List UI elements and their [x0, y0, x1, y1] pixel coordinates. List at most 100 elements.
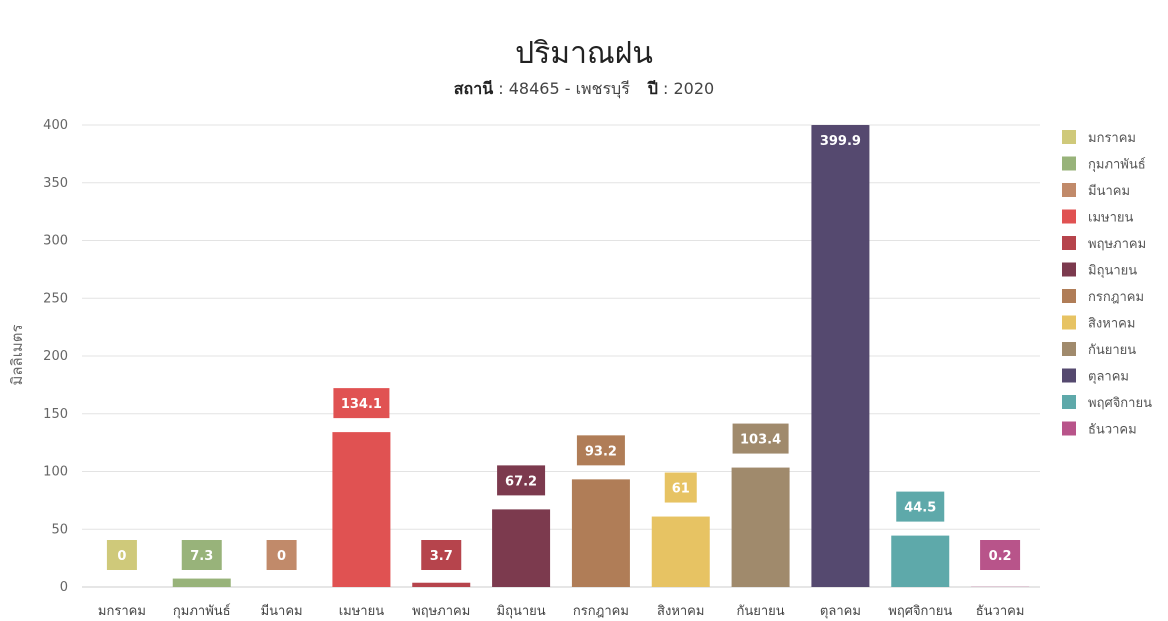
legend-label: มกราคม — [1088, 131, 1136, 146]
x-category-label: มกราคม — [98, 604, 146, 619]
legend-label: มิถุนายน — [1088, 264, 1137, 279]
data-label-box — [266, 540, 297, 570]
legend-item[interactable]: กรกฎาคม — [1062, 289, 1144, 305]
x-category-label: เมษายน — [339, 604, 384, 619]
data-label-text: 44.5 — [904, 501, 936, 516]
legend-item[interactable]: ธันวาคม — [1062, 421, 1137, 438]
data-label: 3.7 — [421, 540, 462, 570]
legend-item[interactable]: ตุลาคม — [1062, 368, 1129, 385]
legend-swatch — [1062, 315, 1076, 330]
legend-swatch — [1062, 342, 1076, 356]
data-label-text: 103.4 — [740, 433, 781, 448]
data-label-box — [333, 388, 390, 419]
data-label-text: 134.1 — [341, 397, 382, 412]
x-category-label: กันยายน — [736, 604, 784, 619]
legend-label: พฤษภาคม — [1088, 237, 1146, 252]
data-label: 0.2 — [980, 540, 1021, 570]
legend-item[interactable]: เมษายน — [1062, 209, 1133, 226]
year-label: ปี — [647, 79, 658, 98]
legend-label: มีนาคม — [1088, 183, 1130, 199]
x-category-label: พฤษภาคม — [412, 604, 470, 619]
legend-label: กันยายน — [1088, 343, 1136, 358]
gridlines — [82, 124, 1040, 588]
data-label-box — [106, 540, 137, 570]
y-tick-label: 150 — [43, 407, 68, 422]
data-label: 67.2 — [497, 465, 546, 496]
legend-swatch — [1062, 183, 1076, 197]
chart-title: ปริมาณฝน — [515, 36, 653, 71]
data-label: 103.4 — [732, 423, 789, 454]
legend-label: เมษายน — [1088, 211, 1133, 226]
x-category-label: กุมภาพันธ์ — [173, 603, 231, 619]
legend-item[interactable]: มิถุนายน — [1062, 262, 1137, 279]
x-axis-categories: มกราคม กุมภาพันธ์ มีนาคม เมษายน พฤษภาคม มิถุน… — [98, 603, 1025, 619]
data-label-box — [664, 472, 697, 503]
data-label-box — [812, 125, 869, 155]
chart-subtitle: สถานี : 48465 - เพชรบุรี ปี : 2020 — [453, 79, 715, 98]
data-label-text: 0 — [117, 549, 126, 564]
data-label-text: 67.2 — [505, 474, 537, 489]
legend-swatch — [1062, 289, 1076, 303]
data-label-text: 0.2 — [989, 549, 1012, 564]
legend-swatch — [1062, 236, 1076, 250]
data-label-text: 93.2 — [585, 444, 617, 459]
data-label-box — [980, 540, 1021, 570]
x-category-label: พฤศจิกายน — [888, 604, 952, 619]
y-tick-label: 350 — [43, 176, 68, 191]
x-category-label: ธันวาคม — [976, 604, 1025, 619]
legend-item[interactable]: มีนาคม — [1062, 183, 1130, 199]
year-value: 2020 — [673, 79, 715, 98]
legend-item[interactable]: กุมภาพันธ์ — [1062, 156, 1146, 173]
legend-swatch — [1062, 130, 1076, 144]
legend-item[interactable]: กันยายน — [1062, 342, 1136, 358]
legend-swatch — [1062, 209, 1076, 224]
data-label: 44.5 — [896, 491, 945, 522]
legend-item[interactable]: มกราคม — [1062, 130, 1136, 146]
station-value: 48465 - เพชรบุรี — [508, 79, 630, 98]
legend-label: สิงหาคม — [1088, 317, 1135, 332]
data-label-text: 3.7 — [430, 549, 453, 564]
legend-item[interactable]: สิงหาคม — [1062, 315, 1135, 332]
legend-swatch — [1062, 395, 1076, 409]
data-label-box — [896, 491, 945, 522]
bar — [651, 516, 710, 587]
legend-label: กรกฎาคม — [1088, 290, 1144, 305]
x-category-label: สิงหาคม — [657, 604, 704, 619]
data-label: 0 — [266, 540, 297, 570]
bar — [332, 432, 391, 587]
y-tick-label: 50 — [51, 522, 68, 537]
bars — [172, 125, 1030, 587]
y-tick-label: 0 — [60, 580, 68, 595]
bar — [492, 509, 551, 587]
bar — [172, 578, 231, 587]
data-label: 399.9 — [812, 125, 869, 155]
data-label: 7.3 — [181, 540, 222, 570]
legend-swatch — [1062, 262, 1076, 277]
legend-swatch — [1062, 156, 1076, 171]
legend-swatch — [1062, 421, 1076, 436]
data-label: 134.1 — [333, 388, 390, 419]
x-category-label: มิถุนายน — [497, 604, 546, 619]
legend-label: ตุลาคม — [1088, 370, 1129, 385]
bar — [571, 479, 630, 587]
data-label-box — [421, 540, 462, 570]
x-category-label: ตุลาคม — [820, 604, 861, 619]
y-tick-label: 300 — [43, 234, 68, 249]
x-category-label: กรกฎาคม — [573, 604, 629, 619]
data-label-text: 399.9 — [820, 134, 861, 149]
data-label-text: 0 — [277, 549, 286, 564]
legend-label: กุมภาพันธ์ — [1088, 157, 1146, 173]
legend-item[interactable]: พฤษภาคม — [1062, 236, 1146, 252]
data-label-text: 7.3 — [190, 549, 213, 564]
x-category-label: มีนาคม — [261, 603, 303, 619]
bar — [731, 467, 790, 587]
data-label-box — [732, 423, 789, 454]
legend-item[interactable]: พฤศจิกายน — [1062, 395, 1152, 411]
y-tick-label: 400 — [43, 118, 68, 133]
legend-label: ธันวาคม — [1088, 423, 1137, 438]
data-labels: 0 7.3 0 134.1 3.7 67.2 93.2 61 103.4 399.9 44.5 0.2 — [106, 125, 1021, 570]
data-label-box — [576, 435, 625, 466]
data-label-text: 61 — [672, 482, 690, 497]
bar — [811, 125, 870, 587]
